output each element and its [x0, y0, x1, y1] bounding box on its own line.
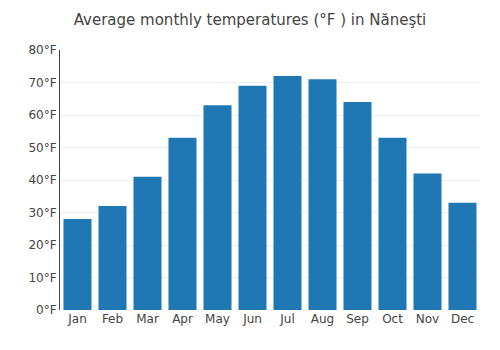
svg-text:Feb: Feb — [102, 312, 123, 326]
svg-text:40°F: 40°F — [28, 173, 56, 187]
svg-text:May: May — [205, 312, 230, 326]
svg-text:10°F: 10°F — [28, 271, 56, 285]
svg-text:Apr: Apr — [172, 312, 193, 326]
svg-text:Nov: Nov — [416, 312, 439, 326]
svg-text:80°F: 80°F — [28, 43, 56, 57]
svg-text:20°F: 20°F — [28, 238, 56, 252]
svg-text:Jul: Jul — [279, 312, 294, 326]
svg-text:Dec: Dec — [451, 312, 474, 326]
svg-text:Average monthly temperatures (: Average monthly temperatures (°F ) in Nă… — [74, 11, 427, 29]
svg-text:50°F: 50°F — [28, 141, 56, 155]
svg-text:Mar: Mar — [136, 312, 159, 326]
svg-text:70°F: 70°F — [28, 76, 56, 90]
svg-text:Sep: Sep — [346, 312, 369, 326]
svg-text:Jun: Jun — [242, 312, 262, 326]
svg-text:Oct: Oct — [382, 312, 403, 326]
svg-text:60°F: 60°F — [28, 108, 56, 122]
svg-text:Jan: Jan — [67, 312, 87, 326]
svg-text:Aug: Aug — [311, 312, 334, 326]
svg-text:0°F: 0°F — [36, 303, 57, 317]
svg-text:30°F: 30°F — [28, 206, 56, 220]
